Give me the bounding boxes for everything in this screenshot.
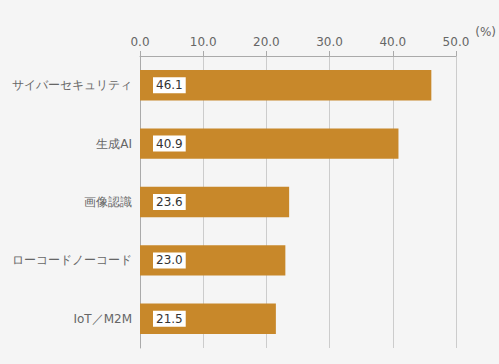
svg-text:46.1: 46.1 bbox=[156, 78, 183, 92]
svg-text:画像認識: 画像認識 bbox=[84, 195, 132, 209]
svg-text:23.6: 23.6 bbox=[156, 195, 183, 209]
svg-text:23.0: 23.0 bbox=[156, 253, 183, 267]
svg-text:20.0: 20.0 bbox=[253, 35, 280, 49]
svg-text:30.0: 30.0 bbox=[316, 35, 343, 49]
svg-text:ローコードノーコード: ローコードノーコード bbox=[12, 253, 132, 267]
svg-text:(%): (%) bbox=[475, 25, 496, 39]
svg-text:50.0: 50.0 bbox=[443, 35, 470, 49]
svg-text:40.0: 40.0 bbox=[379, 35, 406, 49]
svg-text:40.9: 40.9 bbox=[156, 137, 183, 151]
svg-text:生成AI: 生成AI bbox=[96, 137, 132, 151]
svg-text:0.0: 0.0 bbox=[130, 35, 149, 49]
svg-text:21.5: 21.5 bbox=[156, 312, 183, 326]
svg-text:10.0: 10.0 bbox=[190, 35, 217, 49]
svg-text:IoT／M2M: IoT／M2M bbox=[73, 312, 132, 326]
svg-text:サイバーセキュリティ: サイバーセキュリティ bbox=[12, 78, 132, 92]
